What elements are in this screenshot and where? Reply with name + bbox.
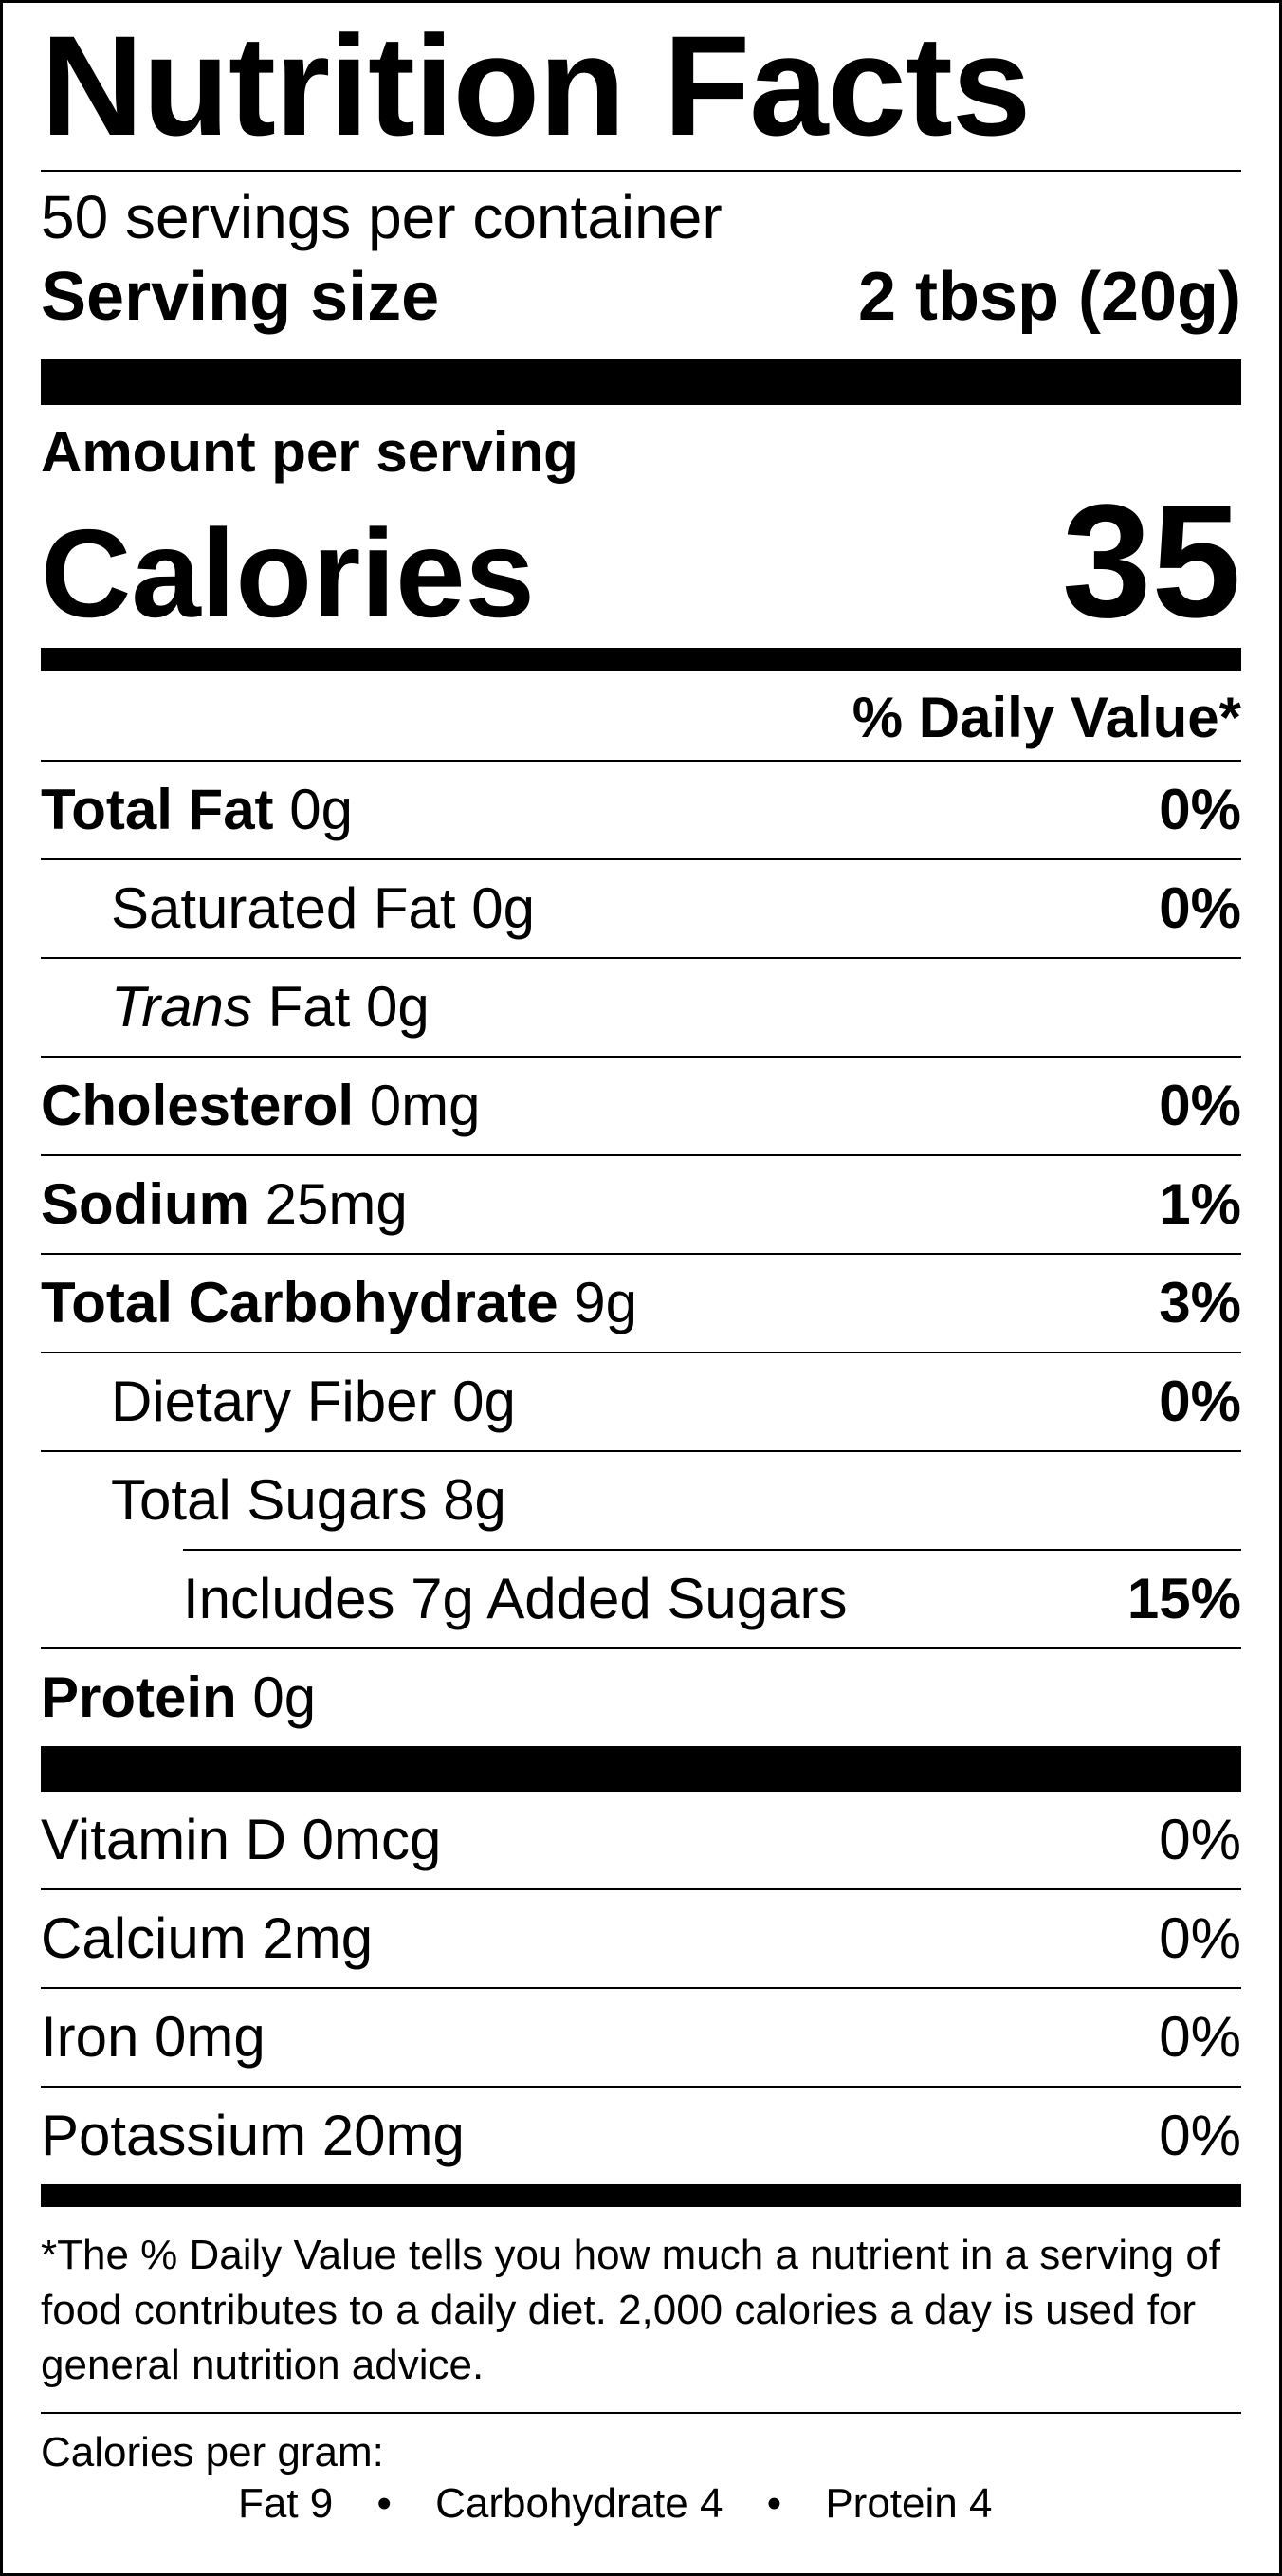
vitamin-text: Calcium 2mg [41, 1906, 374, 1970]
nutrient-row-protein: Protein 0g [41, 1649, 1241, 1746]
nutrient-amount: 0mg [369, 1074, 481, 1137]
bullet-separator: • [376, 2480, 392, 2527]
nutrient-row-cholesterol: Cholesterol 0mg 0% [41, 1058, 1241, 1154]
nutrient-dv: 0% [1159, 778, 1241, 841]
vitamin-dv: 0% [1159, 2104, 1241, 2167]
nutrient-row-total-sugars: Total Sugars 8g [41, 1452, 1241, 1549]
divider [41, 1987, 1241, 1989]
divider [183, 1549, 1241, 1551]
nutrient-name-italic: Trans [111, 975, 252, 1039]
medium-divider [41, 2184, 1241, 2207]
divider [41, 1450, 1241, 1452]
nutrient-amount: 0g [471, 876, 535, 940]
divider [41, 2086, 1241, 2088]
nutrient-dv: 0% [1159, 876, 1241, 940]
servings-per-container: 50 servings per container [41, 183, 723, 251]
nutrient-name: Cholesterol [41, 1074, 355, 1137]
divider [41, 2412, 1241, 2414]
vitamin-text: Potassium 20mg [41, 2104, 465, 2167]
nutrient-row-total-carbohydrate: Total Carbohydrate 9g 3% [41, 1255, 1241, 1352]
nutrient-name: Saturated Fat [111, 876, 456, 940]
nutrient-amount: 0g [252, 1665, 317, 1729]
nutrient-name: Sodium [41, 1172, 249, 1236]
nutrient-dv: 3% [1159, 1271, 1241, 1334]
nutrient-row-added-sugars: Includes 7g Added Sugars 15% [41, 1551, 1241, 1647]
nutrient-amount: 0g [289, 778, 353, 841]
divider [41, 1253, 1241, 1255]
nutrient-name: Total Sugars [111, 1468, 428, 1532]
vitamin-dv: 0% [1159, 2005, 1241, 2069]
nutrient-amount: 9g [574, 1271, 638, 1334]
cpg-carbohydrate: Carbohydrate 4 [435, 2480, 723, 2527]
divider [41, 1352, 1241, 1353]
divider [41, 1888, 1241, 1890]
cpg-fat: Fat 9 [238, 2480, 334, 2527]
nutrient-amount: 8g [443, 1468, 506, 1532]
nutrient-row-saturated-fat: Saturated Fat 0g 0% [41, 860, 1241, 957]
nutrient-name: Total Fat [41, 778, 274, 841]
nutrient-row-trans-fat: Trans Fat 0g [41, 959, 1241, 1056]
nutrient-amount: 0g [365, 975, 430, 1039]
divider [41, 170, 1241, 172]
divider [41, 1056, 1241, 1058]
divider [41, 957, 1241, 959]
thick-divider [41, 1746, 1241, 1792]
calories-value: 35 [1061, 471, 1241, 652]
medium-divider [41, 648, 1241, 671]
calories-per-gram-label: Calories per gram: [41, 2429, 384, 2475]
serving-size-value: 2 tbsp (20g) [857, 259, 1241, 335]
serving-size-label: Serving size [41, 259, 440, 335]
nutrient-amount: 25mg [265, 1172, 408, 1236]
vitamin-dv: 0% [1159, 1808, 1241, 1871]
vitamin-row-calcium: Calcium 2mg 0% [41, 1890, 1241, 1987]
divider [41, 1647, 1241, 1649]
vitamin-row-vitamin-d: Vitamin D 0mcg 0% [41, 1792, 1241, 1888]
amount-per-serving: Amount per serving [41, 420, 578, 484]
nutrient-dv: 0% [1159, 1074, 1241, 1137]
nutrient-name: Total Carbohydrate [41, 1271, 559, 1334]
cpg-protein: Protein 4 [825, 2480, 993, 2527]
divider [41, 1154, 1241, 1156]
nutrient-row-sodium: Sodium 25mg 1% [41, 1156, 1241, 1253]
daily-value-header: % Daily Value* [852, 686, 1241, 749]
bullet-separator: • [766, 2480, 782, 2527]
nutrient-text: Includes 7g Added Sugars [183, 1567, 848, 1630]
nutrient-name: Protein [41, 1665, 237, 1729]
daily-value-footnote: *The % Daily Value tells you how much a … [41, 2232, 1221, 2388]
nutrient-name: Dietary Fiber [111, 1370, 437, 1433]
nutrient-dv: 15% [1126, 1567, 1241, 1630]
vitamin-row-iron: Iron 0mg 0% [41, 1989, 1241, 2086]
divider [41, 858, 1241, 860]
calories-row: Calories 35 [41, 481, 1241, 642]
label-title: Nutrition Facts [41, 6, 1031, 165]
vitamin-dv: 0% [1159, 1906, 1241, 1970]
vitamin-row-potassium: Potassium 20mg 0% [41, 2088, 1241, 2184]
divider [41, 760, 1241, 762]
vitamin-text: Iron 0mg [41, 2005, 266, 2069]
nutrient-dv: 1% [1159, 1172, 1241, 1236]
nutrient-name: Fat [267, 975, 351, 1039]
nutrient-row-total-fat: Total Fat 0g 0% [41, 762, 1241, 858]
thick-divider [41, 359, 1241, 405]
vitamin-text: Vitamin D 0mcg [41, 1808, 442, 1871]
nutrient-dv: 0% [1159, 1370, 1241, 1433]
calories-per-gram-values: Fat 9 • Carbohydrate 4 • Protein 4 [41, 2478, 1241, 2530]
nutrient-amount: 0g [452, 1370, 516, 1433]
serving-size-row: Serving size 2 tbsp (20g) [41, 263, 1241, 331]
nutrient-row-dietary-fiber: Dietary Fiber 0g 0% [41, 1353, 1241, 1450]
calories-label: Calories [41, 504, 535, 643]
